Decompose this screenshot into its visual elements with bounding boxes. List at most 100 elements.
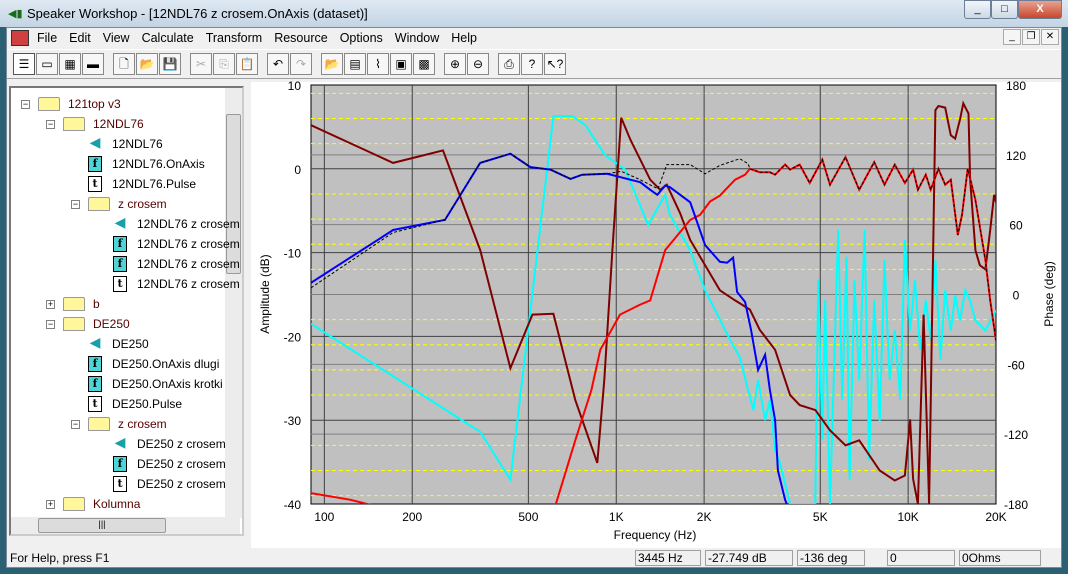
y-tick-label: -40 [284, 498, 302, 512]
tree-item[interactable]: ◀ 12NDL76 z crosem [113, 214, 240, 234]
document-icon[interactable] [11, 30, 29, 46]
import-button[interactable]: ▩ [413, 53, 435, 75]
paste-button[interactable]: 📋 [236, 53, 258, 75]
menu-options[interactable]: Options [339, 31, 383, 45]
maximize-button[interactable]: □ [991, 0, 1018, 19]
tree-view-button[interactable]: ☰ [13, 53, 35, 75]
y-tick-label: -10 [284, 247, 302, 261]
doc-minimize-button[interactable]: _ [1003, 29, 1021, 45]
tree-item-label: DE250 z crosem [137, 477, 226, 491]
color-view-icon: ▬ [87, 57, 99, 71]
time-dataset-icon: t [113, 276, 127, 292]
menu-help[interactable]: Help [451, 31, 477, 45]
chart-icon: ⌇ [375, 57, 381, 71]
tree-vertical-scrollbar[interactable] [225, 88, 242, 518]
tree-item-label: 12NDL76.Pulse [112, 177, 197, 191]
doc-restore-button[interactable]: ❐ [1022, 29, 1040, 45]
x-tick-label: 20K [985, 510, 1006, 524]
tree-item[interactable]: ◀ 12NDL76 [88, 134, 163, 154]
data-view-button[interactable]: ▭ [36, 53, 58, 75]
cut-button[interactable]: ✂ [190, 53, 212, 75]
toolbar: ☰ ▭ ▦ ▬ 🗋 📂 💾 ✂ ⎘ 📋 ↶ ↷ 📂 ▤ ⌇ ▣ ▩ ⊕ ⊖ ⎙? ↖? [7, 49, 1061, 79]
tree-item[interactable]: t 12NDL76 z crosem [113, 274, 240, 294]
new-button[interactable]: 🗋 [113, 53, 135, 75]
scroll-thumb[interactable]: ||| [38, 518, 166, 533]
menu-bar: File Edit View Calculate Transform Resource Op… [7, 28, 1061, 48]
folder-icon [88, 417, 110, 431]
doc-close-button[interactable]: ✕ [1041, 29, 1059, 45]
y2-tick-label: 0 [1013, 289, 1020, 303]
minimize-button[interactable]: _ [964, 0, 991, 19]
speaker-app-icon: ◀▮ [8, 8, 23, 20]
close-button[interactable]: X [1018, 0, 1062, 19]
properties-button[interactable]: ▤ [344, 53, 366, 75]
tree-item-label: DE250 z crosem [137, 437, 226, 451]
tree-item[interactable]: − z crosem [71, 414, 167, 434]
tree-item-label: 12NDL76 z crosem [137, 217, 240, 231]
series-line-0 [311, 115, 996, 504]
copy-button[interactable]: ⎘ [213, 53, 235, 75]
tree-item[interactable]: − 12NDL76 [46, 114, 144, 134]
tree-item[interactable]: f DE250.OnAxis dlugi [88, 354, 219, 374]
tree-item[interactable]: f DE250.OnAxis krotki [88, 374, 223, 394]
context-help-button[interactable]: ↖? [544, 53, 566, 75]
help-button[interactable]: ? [521, 53, 543, 75]
expand-icon[interactable]: + [46, 298, 55, 309]
x-tick-label: 2K [697, 510, 712, 524]
new-icon: 🗋 [119, 57, 129, 71]
collapse-icon[interactable]: − [46, 318, 55, 329]
tree-item[interactable]: ◀ DE250 [88, 334, 149, 354]
tree-item[interactable]: f 12NDL76 z crosem [113, 234, 240, 254]
collapse-icon[interactable]: − [71, 198, 80, 209]
undo-button[interactable]: ↶ [267, 53, 289, 75]
chart-button[interactable]: ⌇ [367, 53, 389, 75]
y2-tick-label: -120 [1004, 428, 1028, 442]
tree-item[interactable]: f 12NDL76.OnAxis [88, 154, 205, 174]
menu-window[interactable]: Window [394, 31, 440, 45]
tree-item[interactable]: t DE250.Pulse [88, 394, 182, 414]
expand-icon[interactable]: + [46, 498, 55, 509]
export-button[interactable]: ▣ [390, 53, 412, 75]
color-view-button[interactable]: ▬ [82, 53, 104, 75]
collapse-icon[interactable]: − [21, 98, 30, 109]
grid-view-button[interactable]: ▦ [59, 53, 81, 75]
save-button[interactable]: 💾 [159, 53, 181, 75]
menu-file[interactable]: File [37, 31, 58, 45]
frequency-dataset-icon: f [88, 376, 102, 392]
resource-tree[interactable]: ||| − 121top v3 − 12NDL76 ◀ 12NDL76 f 12NDL76.O… [9, 86, 244, 536]
tree-item[interactable]: + b [46, 294, 100, 314]
x-tick-label: 100 [314, 510, 334, 524]
tree-item[interactable]: − 121top v3 [21, 94, 121, 114]
collapse-icon[interactable]: − [71, 418, 80, 429]
tree-item[interactable]: t 12NDL76.Pulse [88, 174, 196, 194]
title-bar: ◀▮ Speaker Workshop - [12NDL76 z crosem.… [0, 0, 1068, 27]
tree-item[interactable]: − z crosem [71, 194, 167, 214]
scroll-thumb[interactable] [226, 114, 241, 274]
menu-edit[interactable]: Edit [69, 31, 91, 45]
copy-icon: ⎘ [219, 57, 229, 71]
tree-item[interactable]: − DE250 [46, 314, 130, 334]
zoom-out-button[interactable]: ⊖ [467, 53, 489, 75]
tree-item[interactable]: t DE250 z crosem [113, 474, 226, 494]
tree-horizontal-scrollbar[interactable]: ||| [11, 517, 240, 534]
menu-view[interactable]: View [102, 31, 130, 45]
menu-calculate[interactable]: Calculate [141, 31, 194, 45]
x-tick-label: 200 [402, 510, 422, 524]
tree-item-label: 12NDL76 z crosem [137, 277, 240, 291]
zoom-in-button[interactable]: ⊕ [444, 53, 466, 75]
collapse-icon[interactable]: − [46, 118, 55, 129]
tree-item[interactable]: f DE250 z crosem [113, 454, 226, 474]
speaker-icon: ◀ [89, 335, 101, 351]
menu-resource[interactable]: Resource [274, 31, 328, 45]
tree-item[interactable]: ◀ DE250 z crosem [113, 434, 226, 454]
open-button[interactable]: 📂 [136, 53, 158, 75]
y2-tick-label: -60 [1007, 358, 1025, 372]
print-button[interactable]: ⎙ [498, 53, 520, 75]
tree-item-label: Kolumna [93, 497, 141, 511]
open-folder-button[interactable]: 📂 [321, 53, 343, 75]
tree-item[interactable]: f 12NDL76 z crosem [113, 254, 240, 274]
tree-item[interactable]: + Kolumna [46, 494, 140, 514]
redo-button[interactable]: ↷ [290, 53, 312, 75]
menu-transform[interactable]: Transform [205, 31, 263, 45]
